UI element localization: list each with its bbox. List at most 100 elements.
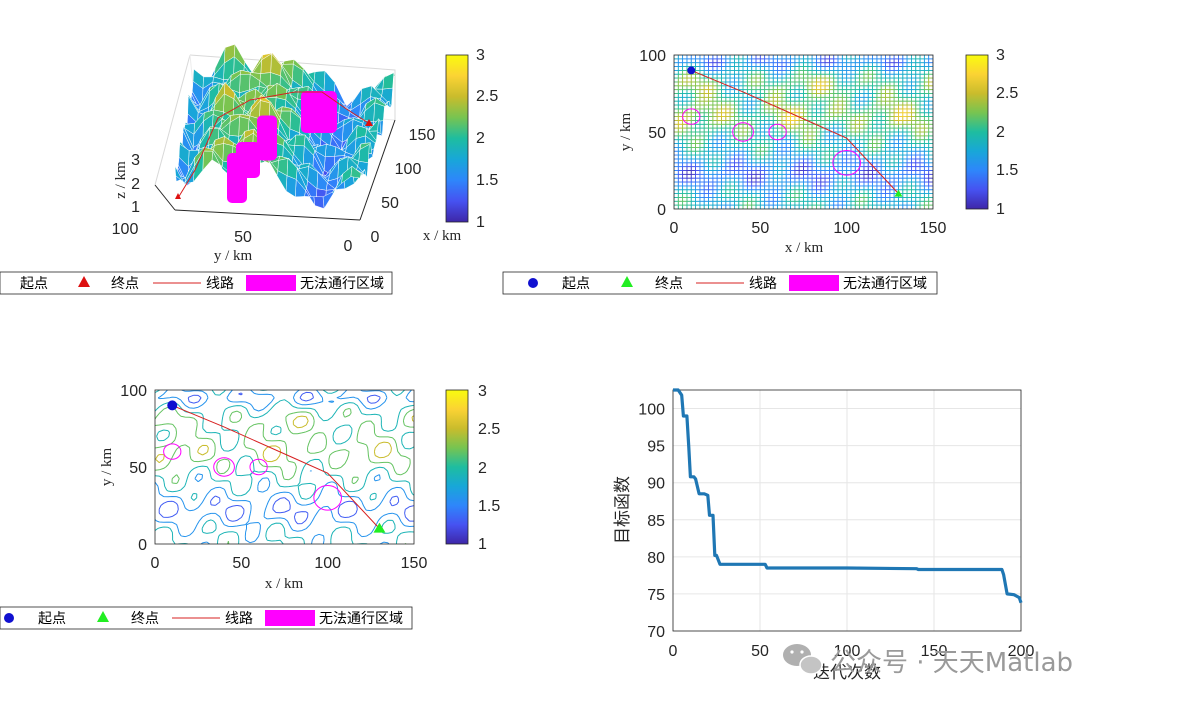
legend-1-start-label: 起点 — [20, 276, 48, 292]
legend-1-route-label: 线路 — [206, 276, 234, 292]
convergence-xlabel: 迭代次数 — [813, 663, 881, 682]
heatmap-start-marker — [687, 66, 696, 75]
surface-patch — [294, 134, 306, 147]
heatmap-end-marker — [894, 189, 903, 197]
surface-ztick-2: 2 — [131, 176, 140, 193]
heatmap-mesh — [674, 55, 933, 209]
heatmap-axes: 0 50 100 150 0 50 100 — [639, 48, 946, 237]
convergence-ytick: 85 — [647, 513, 665, 530]
watermark: 公众号 · 天天Matlab — [783, 644, 1073, 678]
contour-level-line — [155, 406, 414, 544]
contour-ylabel: y / km — [99, 448, 115, 487]
heatmap-xtick: 50 — [751, 220, 769, 237]
legend-2-end-label: 终点 — [655, 276, 683, 292]
legend-3-obstacle-label: 无法通行区域 — [319, 611, 403, 627]
colorbar-2-tick-2.5: 2.5 — [996, 85, 1018, 102]
surface-ylabel: y / km — [214, 248, 253, 264]
surface-patch — [202, 150, 214, 171]
legend-2-route-label: 线路 — [749, 276, 777, 292]
surface-patch — [270, 53, 282, 77]
convergence-ytick: 75 — [647, 587, 665, 604]
colorbar-3-tick-2: 2 — [478, 460, 487, 477]
contour-level-line — [155, 390, 414, 544]
contour-lines — [155, 390, 414, 544]
legend-2-start-label: 起点 — [562, 276, 590, 292]
convergence-axes: 0 50 100 150 200 70 75 80 85 90 95 100 — [638, 389, 1035, 660]
colorbar-3-tick-3: 3 — [478, 383, 487, 400]
surface-patch — [282, 59, 295, 65]
convergence-ytick: 90 — [647, 476, 665, 493]
contour-end-marker — [373, 522, 386, 533]
convergence-ylabel: 目标函数 — [613, 476, 632, 544]
contour-axes: 0 50 100 150 0 50 100 — [120, 383, 427, 572]
heatmap-obstacle — [732, 122, 754, 142]
colorbar-1-tick-3: 3 — [476, 47, 485, 64]
colorbar-3-tick-1: 1 — [478, 536, 487, 553]
contour-xtick: 100 — [314, 555, 341, 572]
colorbar-1-tick-2.5: 2.5 — [476, 88, 498, 105]
contour-route — [172, 404, 380, 529]
heatmap-ylabel: y / km — [618, 113, 634, 152]
colorbar-2-tick-2: 2 — [996, 124, 1005, 141]
contour-obstacle — [313, 484, 342, 511]
convergence-ytick: 70 — [647, 624, 665, 641]
surface-overlay — [175, 91, 373, 203]
legend-2: 起点 终点 线路 无法通行区域 — [502, 271, 938, 295]
heatmap-overlay — [682, 66, 903, 197]
colorbar-1: 3 2.5 2 1.5 1 — [445, 47, 498, 231]
wechat-icon — [783, 644, 823, 675]
convergence-xtick: 100 — [834, 643, 861, 660]
legend-3-start-label: 起点 — [38, 611, 66, 627]
colorbar-1-tick-1: 1 — [476, 214, 485, 231]
heatmap-frame — [673, 54, 934, 210]
convergence-ytick: 80 — [647, 550, 665, 567]
surface-patch — [324, 143, 337, 158]
legend-3-obstacle-swatch — [265, 610, 315, 626]
heatmap-ytick: 0 — [657, 202, 666, 219]
contour-obstacle — [213, 457, 235, 477]
surface-patch — [285, 175, 297, 198]
convergence-xtick: 150 — [921, 643, 948, 660]
colorbar-2-tick-3: 3 — [996, 47, 1005, 64]
surface-zlabel: z / km — [113, 161, 129, 199]
heatmap-obstacle — [682, 108, 701, 125]
legend-2-obstacle-swatch — [789, 275, 839, 291]
heatmap-xtick: 0 — [670, 220, 679, 237]
heatmap-ytick: 100 — [639, 48, 666, 65]
convergence-xtick: 200 — [1008, 643, 1035, 660]
colorbar-3-tick-1.5: 1.5 — [478, 498, 500, 515]
contour-start-marker — [167, 400, 178, 411]
surface-obstacle — [258, 116, 272, 134]
legend-1-end-label: 终点 — [111, 276, 139, 292]
colorbar-2-tick-1.5: 1.5 — [996, 162, 1018, 179]
surface-patch — [174, 165, 186, 185]
surface-obstacle — [236, 142, 260, 178]
surface-xtick-0: 0 — [371, 229, 380, 246]
contour-obstacle — [249, 458, 268, 476]
surface-xtick-100: 100 — [395, 161, 422, 178]
colorbar-2-gradient — [965, 54, 989, 210]
convergence-ytick: 95 — [647, 439, 665, 456]
contour-overlay — [163, 400, 386, 533]
contour-level-line — [158, 391, 414, 525]
convergence-curve — [673, 388, 1023, 604]
colorbar-1-gradient — [445, 54, 469, 223]
heatmap-xlabel: x / km — [785, 240, 824, 256]
contour-ytick: 100 — [120, 383, 147, 400]
panel-convergence: 0 50 100 150 200 70 75 80 85 90 95 100 迭代次数 目标函数 — [613, 388, 1035, 682]
legend-3: 起点 终点 线路 无法通行区域 — [0, 606, 413, 630]
heatmap-route — [691, 69, 899, 194]
legend-3-end-label: 终点 — [131, 611, 159, 627]
contour-xtick: 50 — [232, 555, 250, 572]
surface-ytick-100: 100 — [112, 221, 139, 238]
colorbar-1-tick-1.5: 1.5 — [476, 172, 498, 189]
terrain-surface — [174, 43, 396, 210]
legend-1-obstacle-swatch — [246, 275, 296, 291]
contour-obstacle — [163, 443, 182, 460]
colorbar-3-tick-2.5: 2.5 — [478, 421, 500, 438]
surface-ytick-50: 50 — [234, 229, 252, 246]
heatmap-obstacle — [768, 123, 787, 141]
colorbar-3-gradient — [445, 389, 469, 545]
surface-xtick-50: 50 — [381, 195, 399, 212]
